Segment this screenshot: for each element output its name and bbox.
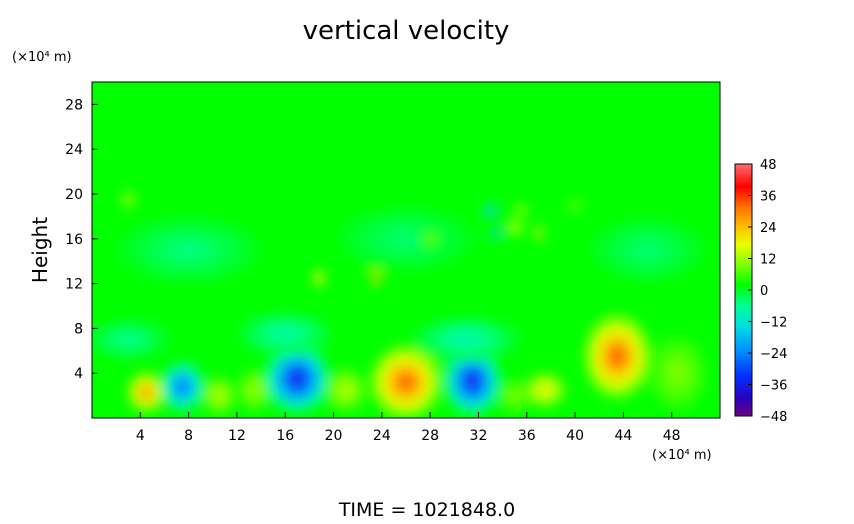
colorbar-tick-label: 0 bbox=[760, 284, 768, 299]
heatmap-contour bbox=[672, 366, 683, 380]
y-axis-ticks: 4 8 12 16 20 24 28 bbox=[65, 97, 98, 382]
heatmap-cell bbox=[583, 313, 652, 399]
heatmap-contour bbox=[513, 226, 517, 229]
heatmap-contour bbox=[637, 244, 658, 256]
heatmap-cell bbox=[513, 202, 528, 219]
heatmap-contour bbox=[215, 392, 222, 399]
heatmap-contour bbox=[121, 336, 136, 343]
heatmap-cell bbox=[116, 216, 262, 284]
heatmap-cell bbox=[265, 345, 329, 413]
colorbar-tick-label: 12 bbox=[760, 253, 777, 268]
colorbar-tick-label: 24 bbox=[760, 221, 777, 236]
heatmap-contour bbox=[428, 237, 432, 241]
heatmap-contour bbox=[511, 392, 518, 399]
heatmap-contour bbox=[573, 203, 577, 207]
heatmap-cell bbox=[506, 219, 524, 236]
heatmap-contour bbox=[495, 232, 498, 235]
heatmap-contour bbox=[318, 276, 321, 280]
heatmap-contour bbox=[611, 349, 623, 364]
colorbar-tick-label: −48 bbox=[760, 410, 787, 425]
heatmap-cell bbox=[92, 319, 171, 360]
colorbar-tick-label: −24 bbox=[760, 347, 787, 362]
heatmap-cell bbox=[412, 317, 521, 362]
heatmap-cell bbox=[160, 362, 205, 412]
y-tick-label: 16 bbox=[65, 232, 83, 248]
heatmap-cell bbox=[444, 347, 501, 415]
heatmap-contour bbox=[399, 376, 413, 389]
colorbar-tick-label: −12 bbox=[760, 316, 787, 331]
x-tick-label: 32 bbox=[470, 428, 488, 444]
colorbar-ticks: 48 36 24 12 0 −12 −24 −36 −48 bbox=[748, 158, 787, 425]
heatmap-contour bbox=[126, 198, 130, 202]
x-tick-label: 12 bbox=[228, 428, 246, 444]
heatmap-cell bbox=[483, 204, 498, 218]
plot-frame bbox=[91, 81, 721, 419]
y-tick-label: 20 bbox=[65, 187, 83, 203]
y-axis-label: Height bbox=[28, 217, 52, 283]
heatmap-contour bbox=[252, 386, 259, 394]
heatmap-contour bbox=[277, 330, 294, 338]
heatmap-contour bbox=[143, 388, 150, 396]
heatmap-contour bbox=[374, 276, 377, 280]
x-axis-unit: (×10⁴ m) bbox=[652, 448, 712, 463]
heatmap-plot-area bbox=[91, 81, 721, 419]
x-tick-label: 16 bbox=[276, 428, 294, 444]
heatmap-cell bbox=[371, 269, 381, 287]
x-tick-label: 20 bbox=[325, 428, 343, 444]
heatmap-cell bbox=[647, 334, 708, 413]
y-tick-label: 24 bbox=[65, 142, 83, 158]
heatmap-cell bbox=[118, 190, 138, 209]
heatmap-contour bbox=[176, 244, 201, 256]
colorbar: 48 36 24 12 0 −12 −24 −36 −48 bbox=[734, 158, 787, 425]
heatmap-cell bbox=[587, 216, 708, 284]
x-tick-label: 4 bbox=[136, 428, 145, 444]
heatmap-cell bbox=[200, 375, 237, 416]
x-tick-label: 24 bbox=[373, 428, 391, 444]
heatmap-cell bbox=[491, 226, 502, 240]
heatmap-contour bbox=[537, 231, 540, 235]
heatmap-contour bbox=[457, 335, 476, 344]
x-tick-label: 28 bbox=[421, 428, 439, 444]
colorbar-tick-label: −36 bbox=[760, 379, 787, 394]
heatmap-cell bbox=[323, 367, 368, 413]
y-tick-label: 12 bbox=[65, 277, 83, 293]
heatmap-cell bbox=[236, 311, 334, 357]
heatmap-contour bbox=[341, 386, 350, 394]
heatmap-cell bbox=[236, 367, 274, 413]
heatmap-cell bbox=[313, 269, 326, 287]
x-tick-label: 40 bbox=[566, 428, 584, 444]
heatmap-contour bbox=[393, 233, 419, 245]
colorbar-tick-label: 36 bbox=[760, 190, 777, 205]
x-axis-ticks: 4 8 12 16 20 24 28 32 36 40 44 48 bbox=[136, 412, 681, 444]
x-tick-label: 36 bbox=[518, 428, 536, 444]
y-axis-unit: (×10⁴ m) bbox=[12, 50, 72, 65]
heatmap-cell bbox=[369, 345, 443, 418]
heatmap-cell bbox=[523, 372, 567, 408]
y-tick-label: 8 bbox=[74, 321, 83, 337]
heatmap-contour bbox=[489, 209, 492, 212]
heatmap-cell bbox=[565, 197, 585, 214]
heatmap-features bbox=[92, 190, 708, 418]
x-tick-label: 48 bbox=[663, 428, 681, 444]
y-tick-label: 28 bbox=[65, 97, 83, 113]
chart-title: vertical velocity bbox=[303, 16, 510, 46]
heatmap-contour bbox=[467, 375, 478, 387]
y-tick-label: 4 bbox=[74, 366, 83, 382]
heatmap-cell bbox=[333, 205, 479, 273]
heatmap-contour bbox=[292, 373, 303, 385]
heatmap-contour bbox=[178, 382, 187, 391]
heatmap-cell bbox=[127, 372, 166, 413]
heatmap-cell bbox=[419, 229, 442, 248]
heatmap-cell bbox=[534, 225, 544, 242]
time-label: TIME = 1021848.0 bbox=[338, 499, 515, 519]
colorbar-tick-label: 48 bbox=[760, 158, 777, 173]
x-tick-label: 8 bbox=[184, 428, 193, 444]
heatmap-contour bbox=[541, 387, 549, 393]
heatmap-contour bbox=[519, 209, 522, 213]
x-tick-label: 44 bbox=[614, 428, 632, 444]
